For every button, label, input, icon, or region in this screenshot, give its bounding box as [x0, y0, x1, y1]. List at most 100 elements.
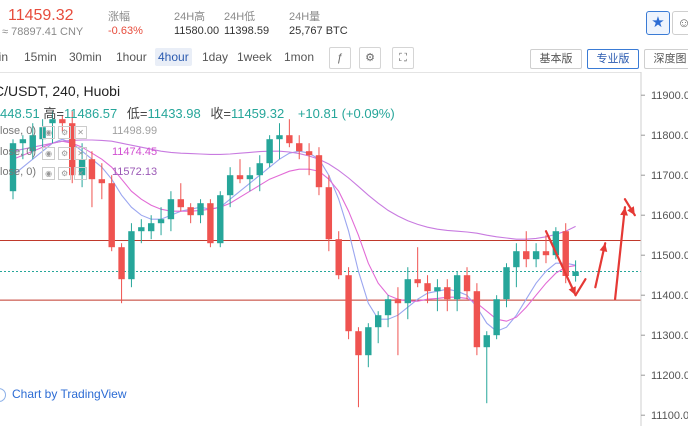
- close-icon[interactable]: ✕: [74, 147, 88, 160]
- candle-body: [305, 151, 313, 156]
- candle-body: [236, 175, 244, 180]
- candle: [118, 243, 125, 304]
- close-icon[interactable]: ✕: [74, 126, 88, 139]
- timeframe-1day[interactable]: 1day: [202, 50, 229, 64]
- y-tick-label: 11400.00: [651, 290, 688, 302]
- candle: [345, 267, 352, 340]
- candle-body: [59, 119, 66, 124]
- candle-body: [217, 195, 224, 244]
- stat-label-high: 24H高: [174, 11, 206, 23]
- candle: [394, 287, 402, 356]
- candle-body: [394, 299, 402, 304]
- candle-body: [167, 199, 175, 220]
- candle-body: [562, 231, 569, 276]
- candle: [424, 275, 431, 304]
- candle-body: [197, 203, 204, 216]
- user-icon[interactable]: ☺: [672, 11, 688, 35]
- candle-body: [572, 271, 579, 276]
- candle: [453, 271, 461, 312]
- candle-body: [513, 251, 520, 268]
- tab-depth[interactable]: 深度图: [644, 49, 688, 69]
- ma-3-label: lose, 0): [0, 166, 37, 178]
- y-tick-label: 11600.00: [651, 210, 688, 222]
- candle-body: [404, 279, 411, 304]
- indicator-icon[interactable]: ƒ: [329, 47, 351, 69]
- candle: [226, 167, 234, 208]
- candle: [374, 311, 382, 344]
- candle: [355, 327, 362, 408]
- price-axis-bg: [641, 72, 688, 426]
- tradingview-watermark[interactable]: Chart by TradingView: [12, 387, 127, 401]
- candle-body: [276, 135, 283, 140]
- eye-icon[interactable]: ◉: [42, 167, 56, 180]
- candle-body: [108, 183, 115, 248]
- timeframe-1mon[interactable]: 1mon: [284, 50, 315, 64]
- candle: [532, 243, 540, 268]
- candle: [177, 183, 184, 212]
- candle: [286, 119, 293, 148]
- eye-icon[interactable]: ◉: [42, 126, 56, 139]
- eye-icon[interactable]: ◉: [42, 147, 56, 160]
- candle: [325, 175, 333, 252]
- arrow-head: [627, 206, 635, 216]
- candle-body: [414, 279, 421, 284]
- horizontal-levels: 11536.711387.711459.3: [0, 232, 688, 309]
- candle-body: [384, 299, 392, 316]
- stat-value-low: 11398.59: [224, 25, 270, 37]
- fullscreen-icon[interactable]: ⛶: [392, 47, 414, 69]
- settings-icon[interactable]: ⚙: [359, 47, 381, 69]
- ma-1-label: lose, 0): [0, 125, 37, 137]
- timeframe-15min[interactable]: 15min: [24, 50, 57, 64]
- ma-line: [12, 139, 576, 240]
- timeframe-1min[interactable]: nin: [0, 50, 9, 64]
- candle-body: [9, 143, 17, 192]
- tab-basic[interactable]: 基本版: [530, 49, 582, 69]
- candle: [9, 139, 17, 200]
- candlestick-chart[interactable]: 11536.711387.711459.3 11100.0011200.0011…: [0, 72, 688, 426]
- last-price: 11459.32: [8, 7, 74, 24]
- candle-body: [207, 203, 214, 244]
- ma-row-1: lose, 0) ◉ ⚙ ✕ 11498.99: [0, 125, 157, 139]
- candle: [572, 260, 579, 282]
- candle: [513, 243, 520, 288]
- candle: [197, 199, 204, 224]
- candle-body: [523, 251, 530, 260]
- timeframe-4hour[interactable]: 4hour: [155, 48, 192, 66]
- candle: [523, 231, 530, 268]
- ma-row-2: lose, 0) ◉ ⚙ ✕ 11474.45: [0, 146, 157, 160]
- settings-icon[interactable]: ⚙: [58, 126, 72, 139]
- timeframe-1hour[interactable]: 1hour: [116, 50, 147, 64]
- timeframe-1week[interactable]: 1week: [237, 50, 272, 64]
- candle-body: [256, 163, 263, 176]
- stat-value-high: 11580.00: [174, 25, 220, 37]
- candle-body: [286, 135, 293, 144]
- candle: [98, 163, 106, 200]
- ohlc-legend: 448.51 高=11486.57 低=11433.98 收=11459.32 …: [0, 103, 395, 122]
- star-icon[interactable]: ★: [646, 11, 670, 35]
- settings-icon[interactable]: ⚙: [58, 147, 72, 160]
- candle: [483, 331, 490, 404]
- ma-2-label: lose, 0): [0, 146, 37, 158]
- candle-body: [88, 159, 96, 180]
- candle: [315, 147, 323, 196]
- candle-body: [493, 299, 500, 336]
- candle-body: [118, 247, 125, 280]
- ma-line: [12, 140, 576, 322]
- tab-pro[interactable]: 专业版: [587, 49, 639, 69]
- arrow-head: [599, 243, 608, 252]
- candle-body: [19, 139, 27, 144]
- candle-body: [128, 231, 135, 280]
- candle-body: [266, 139, 273, 164]
- timeframe-30min[interactable]: 30min: [69, 50, 102, 64]
- stat-label-change: 涨幅: [108, 11, 130, 23]
- trend-arrow: [544, 230, 577, 297]
- price-axis: 11100.00 11200.00 11300.00 11400.00 11500.00…: [640, 72, 688, 426]
- y-tick-label: 11700.00: [651, 170, 688, 182]
- candle: [463, 267, 471, 300]
- y-tick-label: 11300.00: [651, 330, 688, 342]
- ma-2-value: 11474.45: [112, 146, 158, 158]
- close-icon[interactable]: ✕: [74, 167, 88, 180]
- candle: [19, 135, 27, 160]
- candle: [256, 155, 263, 192]
- settings-icon[interactable]: ⚙: [58, 167, 72, 180]
